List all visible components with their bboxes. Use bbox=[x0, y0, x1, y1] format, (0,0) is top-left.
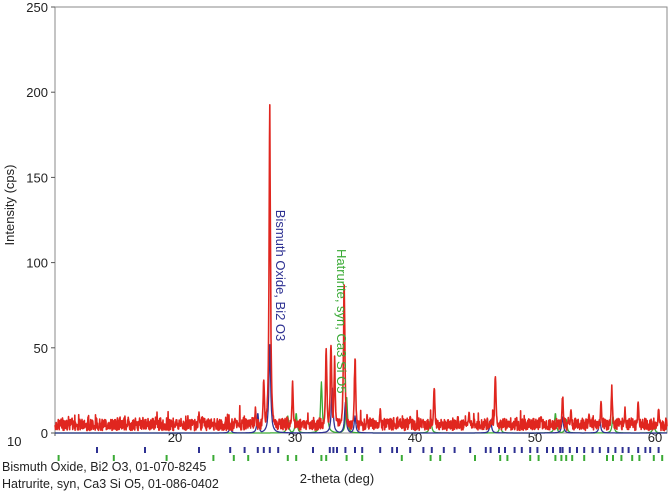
y-tick-label: 100 bbox=[26, 256, 48, 271]
y-axis-label: Intensity (cps) bbox=[2, 165, 17, 246]
x-axis: 10 20 30 40 50 60 bbox=[7, 430, 662, 449]
x-tick-label: 20 bbox=[168, 430, 182, 445]
y-axis: 0 50 100 150 200 250 bbox=[26, 0, 55, 441]
x-axis-label: 2-theta (deg) bbox=[300, 471, 374, 486]
plot-frame bbox=[54, 6, 668, 434]
y-tick-label: 150 bbox=[26, 170, 48, 185]
peak-labels: Bismuth Oxide, Bi2 O3 Hatrurite, syn, Ca3… bbox=[273, 210, 349, 394]
legend-entry-bismuth: Bismuth Oxide, Bi2 O3, 01-070-8245 bbox=[2, 460, 207, 474]
reference-tick-rows bbox=[57, 447, 664, 461]
x-tick-label: 60 bbox=[648, 430, 662, 445]
series-layer bbox=[54, 104, 668, 434]
y-tick-label: 250 bbox=[26, 0, 48, 15]
x-tick-label: 30 bbox=[288, 430, 302, 445]
legend-entry-hatrurite: Hatrurite, syn, Ca3 Si O5, 01-086-0402 bbox=[2, 477, 219, 491]
bismuth-pattern-line bbox=[54, 344, 668, 434]
x-tick-label: 10 bbox=[7, 434, 21, 449]
y-tick-label: 200 bbox=[26, 85, 48, 100]
x-tick-label: 40 bbox=[408, 430, 422, 445]
x-tick-label: 50 bbox=[528, 430, 542, 445]
y-tick-label: 50 bbox=[34, 341, 48, 356]
bismuth-peak-label: Bismuth Oxide, Bi2 O3 bbox=[273, 210, 288, 342]
measured-pattern-line bbox=[54, 104, 668, 432]
hatrurite-peak-label: Hatrurite, syn, Ca3 Si O5 bbox=[334, 249, 349, 394]
y-tick-label: 0 bbox=[41, 426, 48, 441]
